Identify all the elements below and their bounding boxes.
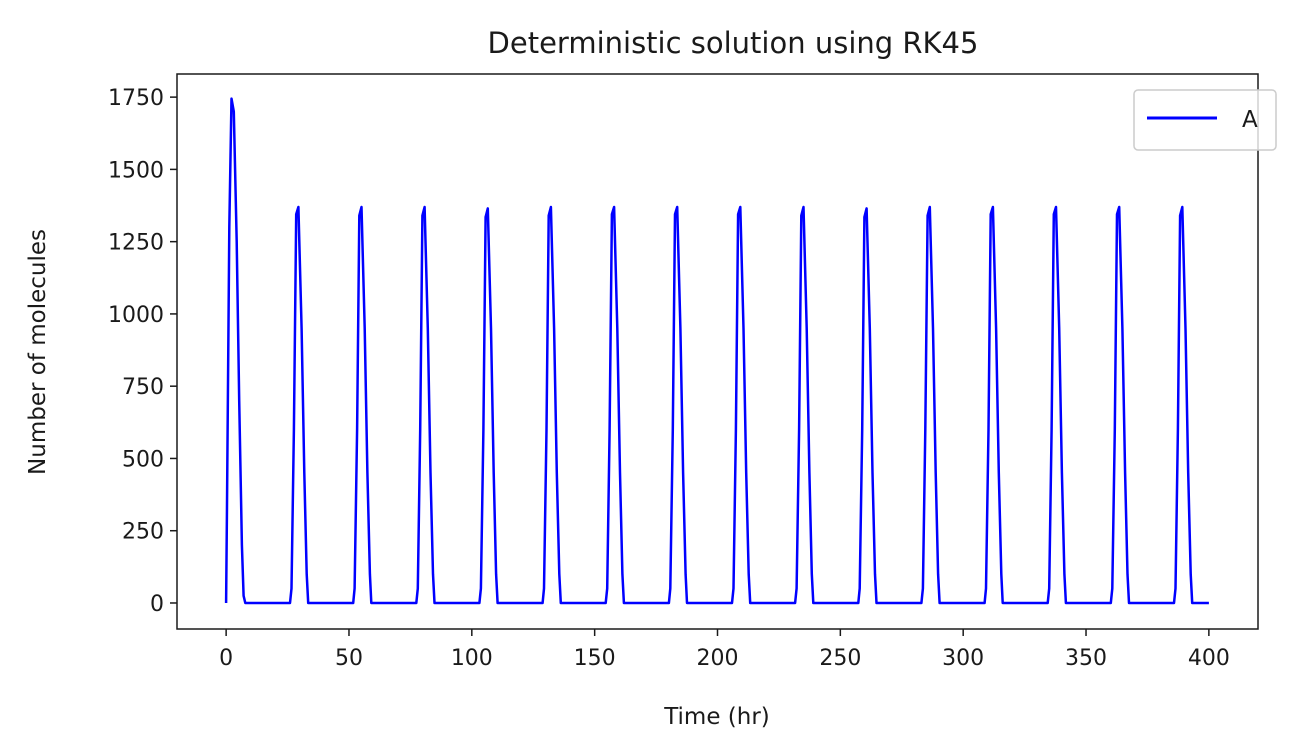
x-axis-ticks: 0 50 100 150 200 250 300 350 400 [219, 629, 1230, 671]
series-line-a [224, 97, 1209, 605]
y-tick-label: 1500 [108, 158, 164, 183]
y-axis-ticks: 0 250 500 750 1000 1250 1500 1750 [108, 86, 177, 617]
x-tick-label: 400 [1188, 646, 1230, 671]
x-tick-label: 150 [574, 646, 616, 671]
series-layer [224, 97, 1209, 605]
y-tick-label: 500 [122, 447, 164, 472]
x-tick-label: 50 [335, 646, 363, 671]
chart-title: Deterministic solution using RK45 [488, 26, 979, 60]
y-tick-label: 1000 [108, 303, 164, 328]
plot-area: 0 50 100 150 200 250 300 350 400 0 250 500 750 1000 1… [108, 73, 1259, 671]
x-tick-label: 300 [942, 646, 984, 671]
legend-label-a: A [1242, 107, 1258, 133]
y-tick-label: 1250 [108, 231, 164, 256]
x-tick-label: 350 [1065, 646, 1107, 671]
y-tick-label: 0 [150, 592, 164, 617]
y-tick-label: 1750 [108, 86, 164, 111]
legend-frame [1133, 89, 1277, 151]
x-tick-label: 200 [697, 646, 739, 671]
x-tick-label: 100 [451, 646, 493, 671]
y-tick-label: 750 [122, 375, 164, 400]
x-tick-label: 0 [219, 646, 233, 671]
x-tick-label: 250 [819, 646, 861, 671]
y-tick-label: 250 [122, 520, 164, 545]
x-axis-label: Time (hr) [663, 704, 770, 730]
y-axis-label: Number of molecules [25, 229, 51, 475]
legend: A [1133, 89, 1277, 151]
plot-frame [176, 73, 1259, 630]
